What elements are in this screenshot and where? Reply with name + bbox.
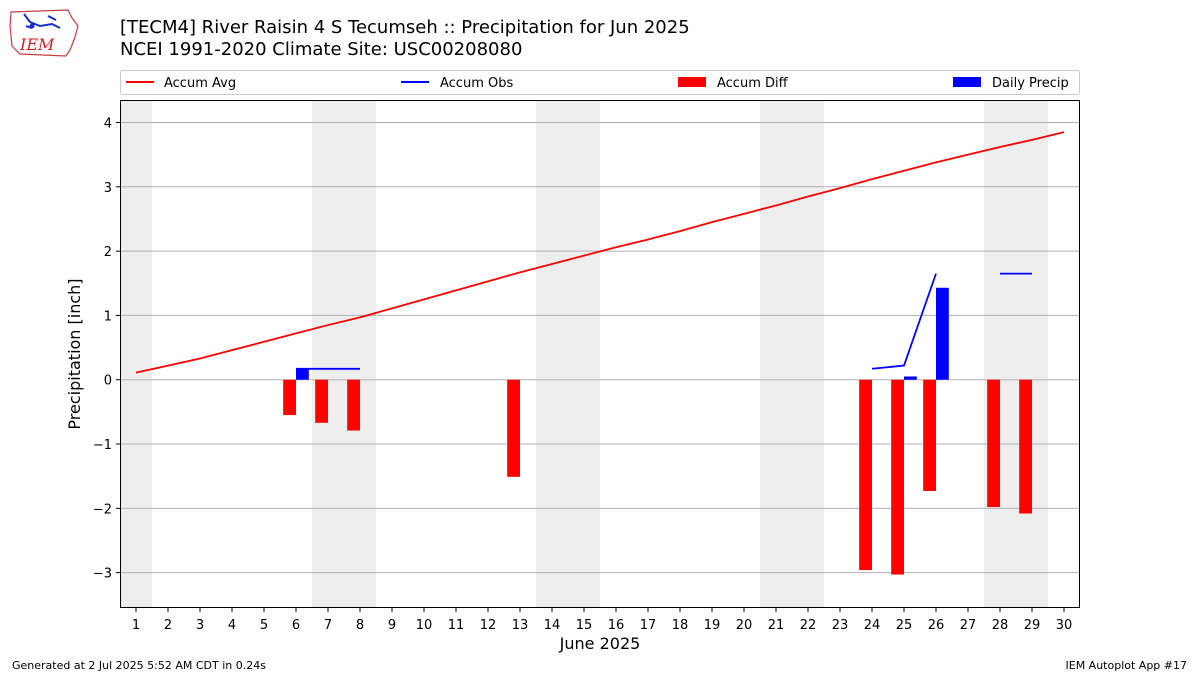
x-tick-label: 5 <box>260 618 268 633</box>
footer-generated: Generated at 2 Jul 2025 5:52 AM CDT in 0… <box>12 659 266 672</box>
x-tick-label: 20 <box>736 618 753 633</box>
x-tick-label: 13 <box>512 618 529 633</box>
chart-subtitle: NCEI 1991-2020 Climate Site: USC00208080 <box>120 39 523 60</box>
accum-diff-bar <box>315 379 328 423</box>
legend-swatch-accum-diff <box>678 77 706 87</box>
x-tick-label: 9 <box>388 618 396 633</box>
y-tick-label: 4 <box>104 117 112 132</box>
x-tick-label: 14 <box>544 618 561 633</box>
x-tick-label: 3 <box>196 618 204 633</box>
y-tick-label: −1 <box>93 438 112 453</box>
daily-precip-bar <box>904 376 917 380</box>
x-tick-label: 11 <box>448 618 465 633</box>
y-tick-label: 2 <box>104 245 112 260</box>
x-tick-label: 27 <box>960 618 977 633</box>
x-tick-label: 29 <box>1024 618 1041 633</box>
weekend-band-0 <box>120 100 152 608</box>
footer-app: IEM Autoplot App #17 <box>1065 659 1188 672</box>
x-tick-label: 8 <box>356 618 364 633</box>
x-tick-label: 30 <box>1056 618 1073 633</box>
x-tick-label: 21 <box>768 618 785 633</box>
x-tick-label: 22 <box>800 618 817 633</box>
chart-title: [TECM4] River Raisin 4 S Tecumseh :: Pre… <box>120 17 690 38</box>
x-axis-label: June 2025 <box>559 634 641 653</box>
x-tick-label: 26 <box>928 618 945 633</box>
x-tick-label: 25 <box>896 618 913 633</box>
accum-diff-bar <box>347 379 360 431</box>
x-tick-label: 10 <box>416 618 433 633</box>
x-tick-label: 15 <box>576 618 593 633</box>
x-tick-label: 16 <box>608 618 625 633</box>
accum-diff-bar <box>987 379 1000 508</box>
x-tick-label: 28 <box>992 618 1009 633</box>
accum-diff-bar <box>507 379 520 477</box>
x-tick-label: 18 <box>672 618 689 633</box>
x-tick-label: 1 <box>132 618 140 633</box>
y-tick-label: 3 <box>104 181 112 196</box>
accum-diff-bar <box>859 379 872 571</box>
x-tick-label: 2 <box>164 618 172 633</box>
accum-diff-bar <box>923 379 936 491</box>
x-tick-label: 12 <box>480 618 497 633</box>
weekend-band-4 <box>984 100 1048 608</box>
y-axis-label: Precipitation [inch] <box>65 278 84 429</box>
y-tick-label: −3 <box>93 567 112 582</box>
accum-diff-bar <box>283 379 296 416</box>
legend-box <box>120 70 1080 95</box>
x-tick-label: 24 <box>864 618 881 633</box>
iem-logo: IEM <box>8 6 80 62</box>
legend: Accum Avg Accum Obs Accum Diff Daily Pre… <box>120 70 1080 95</box>
plot-frame <box>120 100 1080 608</box>
daily-precip-bar <box>296 368 309 380</box>
accum-obs-line <box>871 273 937 370</box>
legend-label-accum-avg: Accum Avg <box>164 76 236 91</box>
x-tick-label: 4 <box>228 618 236 633</box>
accum-avg-line <box>135 131 1065 374</box>
y-tick-label: −2 <box>93 502 112 517</box>
x-tick-label: 19 <box>704 618 721 633</box>
legend-label-accum-diff: Accum Diff <box>717 76 789 91</box>
accum-diff-bar <box>891 379 904 575</box>
logo-text: IEM <box>19 35 55 54</box>
y-tick-label: 1 <box>104 309 112 324</box>
legend-label-daily-precip: Daily Precip <box>992 76 1069 91</box>
weekend-band-1 <box>312 100 376 608</box>
accum-diff-bar <box>1019 379 1032 514</box>
x-tick-label: 23 <box>832 618 849 633</box>
weekend-band-2 <box>536 100 600 608</box>
legend-label-accum-obs: Accum Obs <box>440 76 513 91</box>
legend-swatch-daily-precip <box>953 77 981 87</box>
x-tick-label: 6 <box>292 618 300 633</box>
y-tick-label: 0 <box>104 374 112 389</box>
x-tick-label: 17 <box>640 618 657 633</box>
weekend-band-3 <box>760 100 824 608</box>
daily-precip-bar <box>936 287 949 380</box>
iowa-outline-icon <box>9 9 79 57</box>
x-tick-label: 7 <box>324 618 332 633</box>
